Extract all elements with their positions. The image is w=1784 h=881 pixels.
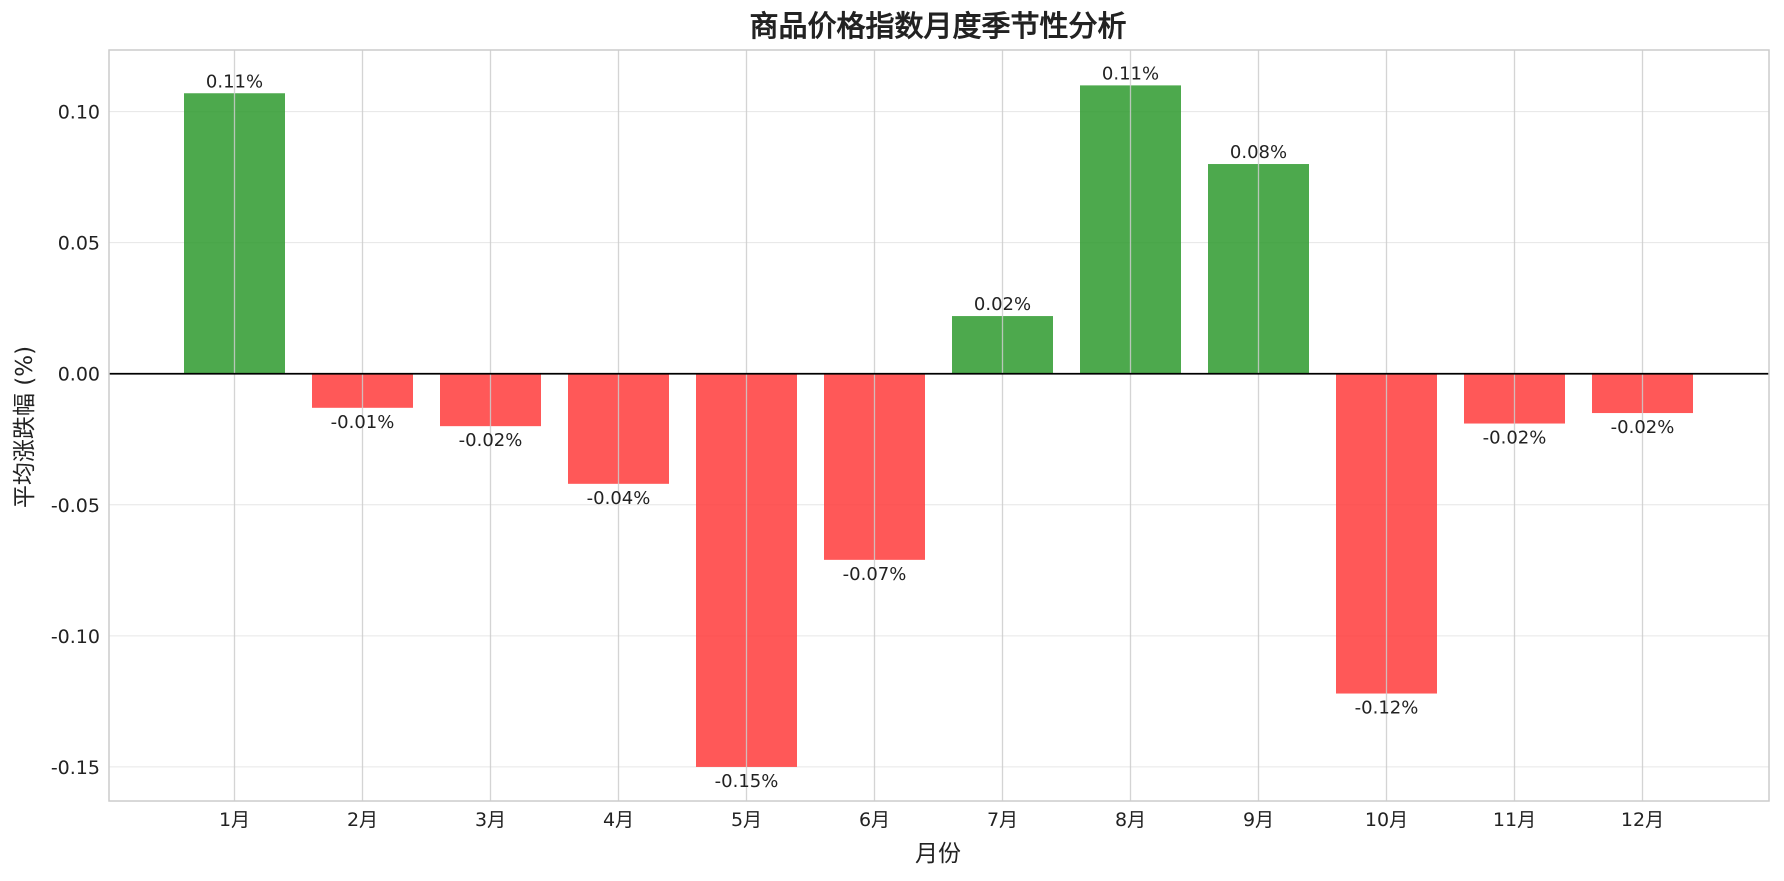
chart-title: 商品价格指数月度季节性分析: [749, 9, 1126, 43]
data-label: -0.02%: [459, 430, 523, 451]
data-label: -0.15%: [715, 771, 779, 792]
y-tick-label: 0.00: [58, 364, 100, 386]
y-tick-label: 0.10: [58, 102, 100, 124]
data-label: -0.01%: [331, 412, 395, 433]
data-label: 0.11%: [1102, 63, 1159, 84]
data-label: 0.08%: [1230, 142, 1287, 163]
x-tick-label: 1月: [219, 809, 250, 831]
y-tick-label: -0.05: [51, 495, 100, 517]
x-tick-label: 10月: [1365, 809, 1408, 831]
data-label: -0.02%: [1483, 428, 1547, 449]
data-label: 0.11%: [206, 71, 263, 92]
plot-frame: [108, 49, 1770, 802]
x-tick-label: 4月: [603, 809, 634, 831]
x-tick-label: 6月: [859, 809, 890, 831]
x-axis-label: 月份: [915, 841, 961, 867]
data-label: -0.07%: [843, 564, 907, 585]
data-label: -0.12%: [1355, 698, 1419, 719]
y-tick-label: -0.10: [51, 626, 100, 648]
x-tick-label: 12月: [1621, 809, 1664, 831]
plot-area: 0.11% -0.01% -0.02% -0.04% -0.15% -0.07% 0.02%…: [51, 49, 1770, 831]
x-tick-label: 7月: [987, 809, 1018, 831]
y-tick-label: 0.05: [58, 233, 100, 255]
data-label: -0.04%: [587, 488, 651, 509]
x-tick-label: 11月: [1493, 809, 1536, 831]
y-tick-label: -0.15: [51, 757, 100, 779]
data-label: 0.02%: [974, 294, 1031, 315]
x-tick-label: 3月: [475, 809, 506, 831]
y-axis-label: 平均涨跌幅 (%): [12, 346, 38, 508]
data-label: -0.02%: [1611, 417, 1675, 438]
x-tick-label: 9月: [1243, 809, 1274, 831]
x-tick-label: 2月: [347, 809, 378, 831]
x-tick-label: 8月: [1115, 809, 1146, 831]
x-tick-label: 5月: [731, 809, 762, 831]
